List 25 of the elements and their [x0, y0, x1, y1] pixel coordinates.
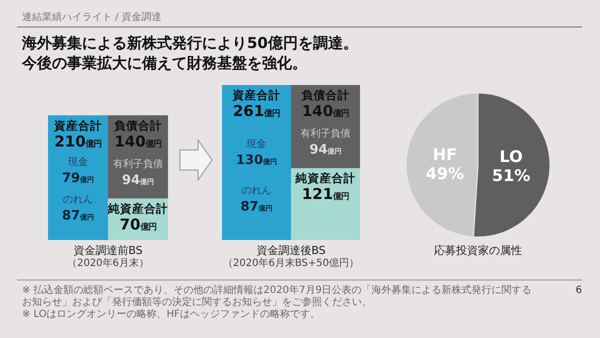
series-label: 資産合計 [232, 88, 280, 102]
text: （2020年6月末BS+50億円） [223, 257, 359, 269]
series-label: 負債合計 [302, 88, 350, 102]
data-label: 140億円 [114, 132, 162, 150]
data-label: 70億円 [120, 215, 156, 234]
series-label: 純資産合計 [294, 171, 356, 186]
text: 資金調達前BS [73, 244, 143, 257]
text: 6 [576, 285, 582, 296]
text: ※ LOはロングオンリーの略称、HFはヘッジファンドの略称です。 [22, 308, 320, 320]
text: 資金調達後BS [256, 244, 326, 257]
text: （2020年6月末） [67, 257, 149, 269]
data-label: 140億円 [302, 102, 350, 120]
text: 海外募集による新株式発行により50億円を調達。 [21, 34, 358, 52]
data-label: 121億円 [302, 185, 350, 204]
text: 連結業績ハイライト / 資金調達 [22, 11, 162, 23]
series-label: 資産合計 [53, 118, 102, 132]
slice-label: LO [499, 147, 523, 166]
data-label: 51% [492, 166, 530, 186]
text: 今後の事業拡大に備えて財務基盤を強化。 [21, 54, 307, 72]
series-label: 純資産合計 [107, 201, 168, 216]
text: 応募投資家の属性 [434, 244, 522, 257]
series-label: 負債合計 [114, 118, 162, 132]
text: ※ 払込金額の総額ベースであり、その他の詳細情報は2020年7月9日公表の「海外募集による新株式発行に関するお知らせ」および「発行価額等の決定に関するお知らせ」をご参照ください。 [22, 284, 532, 308]
data-label: 210億円 [54, 132, 102, 150]
data-label: 261億円 [232, 102, 280, 120]
